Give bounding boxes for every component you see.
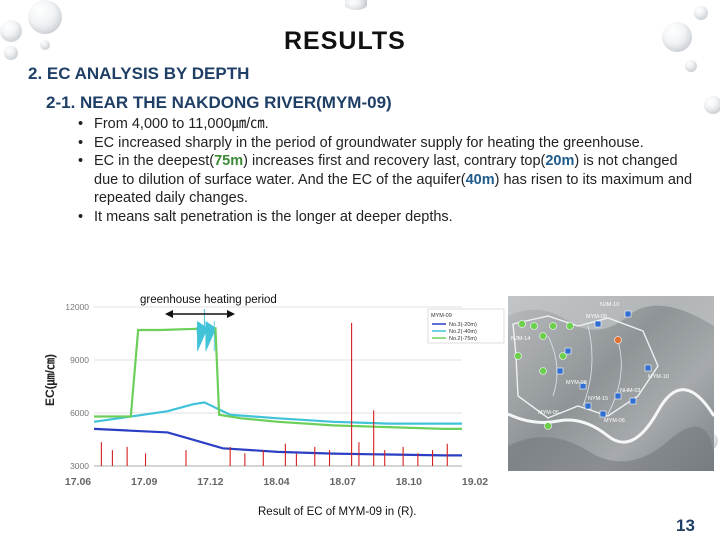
slide-title: RESULTS xyxy=(284,27,406,55)
bullet-text: ) has risen to its maximum and repeated … xyxy=(94,171,693,207)
y-axis-label: EC(㎛/㎝) xyxy=(43,354,57,406)
section-heading: 2. EC ANALYSIS BY DEPTH xyxy=(28,64,250,83)
water-drop-decoration xyxy=(0,20,22,42)
map-hills xyxy=(508,296,714,330)
bullet-salt-penetration: It means salt penetration is the longer … xyxy=(78,208,698,227)
monitoring-point xyxy=(539,332,547,340)
ec-spikes xyxy=(100,322,448,466)
monitoring-label: MYM-10 xyxy=(648,374,669,380)
legend-entry: No.2(-40m) xyxy=(449,329,477,335)
chart-grid xyxy=(94,306,462,467)
monitoring-point xyxy=(518,320,526,328)
monitoring-well xyxy=(599,410,607,418)
water-drop-decoration xyxy=(4,46,18,60)
y-tick-label: 6000 xyxy=(70,408,89,418)
monitoring-label: NJM-10 xyxy=(600,302,619,308)
bullet-ec-range: From 4,000 to 11,000㎛/㎝. xyxy=(78,115,698,134)
river-line xyxy=(508,388,714,444)
monitoring-well xyxy=(579,382,587,390)
monitoring-well xyxy=(614,392,622,400)
monitoring-label: MYM-08 xyxy=(566,380,587,386)
monitoring-label: NJM-14 xyxy=(511,336,530,342)
arrow-head-left xyxy=(165,310,173,318)
series-line-1 xyxy=(93,401,462,425)
water-drop-decoration xyxy=(40,40,50,50)
monitoring-point xyxy=(549,322,557,330)
monitoring-labels: MYM-09 NJM-10 NJM-14 MYM-08 NYM-15 NHM-03 MYM-… xyxy=(511,302,669,424)
monitoring-point xyxy=(514,352,522,360)
stream-line xyxy=(547,325,622,415)
y-tick-label: 12000 xyxy=(65,302,89,312)
site-location-map: MYM-09 NJM-10 NJM-14 MYM-08 NYM-15 NHM-03 MYM-… xyxy=(508,296,714,471)
monitoring-point xyxy=(566,322,574,330)
depth-75m-label: 75m xyxy=(214,153,244,169)
heating-period-marker: greenhouse heating period xyxy=(140,294,277,318)
x-tick-labels: 17.06 17.09 17.12 18.04 18.07 18.10 19.02 xyxy=(65,476,488,488)
chart-legend: MYM-09 No.3(-20m)No.2(-40m)No.2(-75m) xyxy=(427,308,505,344)
y-tick-label: 9000 xyxy=(70,355,89,365)
chart-caption: Result of EC of MYM-09 in (R). xyxy=(258,506,417,518)
bullet-ec-increase: EC increased sharply in the period of gr… xyxy=(78,134,698,153)
monitoring-well xyxy=(644,364,652,372)
map-hills xyxy=(508,426,714,471)
monitoring-well xyxy=(564,347,572,355)
monitoring-point xyxy=(544,422,552,430)
ec-line-chart: EC(㎛/㎝) 12000 9000 6000 3000 17.06 17.09 17.1… xyxy=(43,294,505,488)
monitoring-well xyxy=(556,367,564,375)
monitoring-label: NYM-15 xyxy=(588,396,608,402)
water-drop-decoration xyxy=(662,22,692,52)
monitoring-well xyxy=(594,320,602,328)
x-tick-label: 17.12 xyxy=(197,476,223,488)
monitoring-point xyxy=(539,367,547,375)
monitoring-label: MYM-09 xyxy=(586,314,607,320)
monitoring-well xyxy=(584,402,592,410)
monitoring-label: NHM-03 xyxy=(620,388,640,394)
water-drop-decoration xyxy=(28,0,62,34)
page-number: 13 xyxy=(676,516,695,535)
x-tick-label: 18.07 xyxy=(330,476,356,488)
water-drop-decoration xyxy=(694,6,708,20)
series-line-2 xyxy=(94,327,462,430)
monitoring-label: MYM-05 xyxy=(538,410,559,416)
site-boundary xyxy=(512,315,659,419)
monitoring-well xyxy=(624,310,632,318)
series-lines xyxy=(93,327,462,457)
water-drop-decoration xyxy=(685,60,697,72)
y-tick-label: 3000 xyxy=(70,461,89,471)
x-tick-label: 17.06 xyxy=(65,476,91,488)
monitoring-label: MYM-06 xyxy=(604,418,625,424)
monitoring-point xyxy=(530,322,538,330)
bullet-text: EC in the deepest( xyxy=(94,153,215,169)
bullet-text: ) increases first and recovery last, con… xyxy=(243,153,546,169)
y-tick-labels: 12000 9000 6000 3000 xyxy=(65,302,89,471)
bullet-ec-deepest: EC in the deepest(75m) increases first a… xyxy=(78,152,698,208)
water-drop-decoration xyxy=(704,96,720,114)
monitoring-well xyxy=(629,397,637,405)
subsection-heading: 2-1. NEAR THE NAKDONG RIVER(MYM-09) xyxy=(46,93,392,112)
arrow-head-right xyxy=(227,310,235,318)
map-drawing: MYM-09 NJM-10 NJM-14 MYM-08 NYM-15 NHM-03 MYM-… xyxy=(508,296,714,471)
x-tick-label: 17.09 xyxy=(131,476,157,488)
water-drop-decoration xyxy=(345,0,367,10)
heating-period-label: greenhouse heating period xyxy=(140,294,277,306)
x-tick-label: 18.10 xyxy=(396,476,422,488)
x-tick-label: 18.04 xyxy=(263,476,289,488)
depth-40m-label: 40m xyxy=(465,171,495,188)
x-tick-label: 19.02 xyxy=(462,476,488,488)
depth-20m-label: 20m xyxy=(545,153,575,169)
legend-entry: No.2(-75m) xyxy=(449,336,477,342)
monitoring-points xyxy=(514,310,652,430)
bullet-list: From 4,000 to 11,000㎛/㎝. EC increased sh… xyxy=(78,115,698,226)
bullet-text: ) is not changed due to dilution of surf… xyxy=(94,153,678,188)
series-line-0 xyxy=(93,427,462,457)
legend-entry: No.3(-20m) xyxy=(449,322,477,328)
monitoring-point xyxy=(614,336,622,344)
legend-title: MYM-09 xyxy=(431,313,452,319)
series-fluctuation xyxy=(196,309,215,352)
